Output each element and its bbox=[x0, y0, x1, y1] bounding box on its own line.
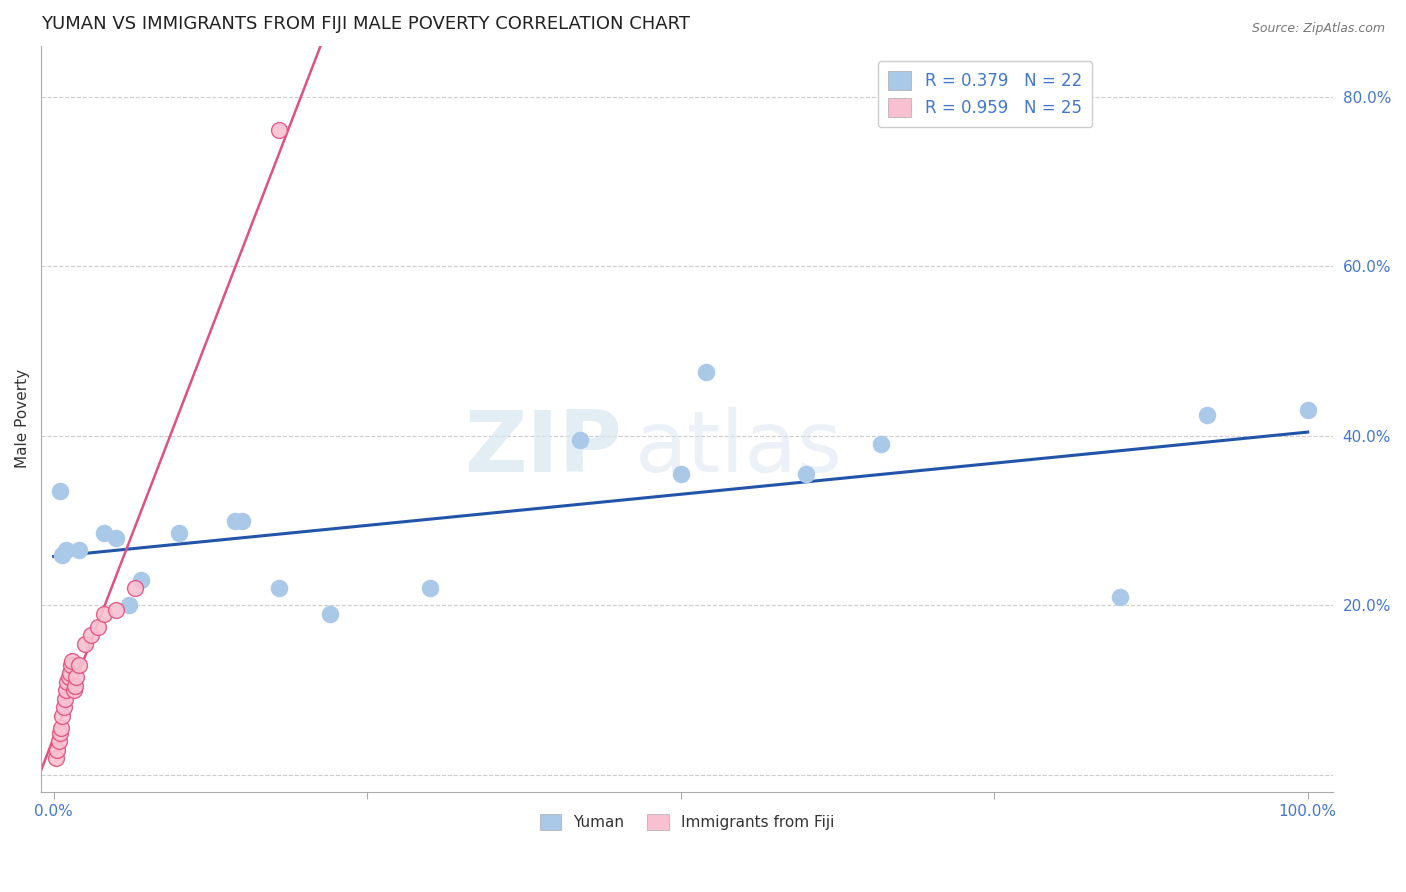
Point bbox=[1296, 403, 1319, 417]
Point bbox=[52, 700, 75, 714]
Point bbox=[60, 657, 83, 672]
Point bbox=[48, 734, 70, 748]
Point bbox=[419, 582, 441, 596]
Point bbox=[569, 433, 592, 447]
Point bbox=[55, 683, 77, 698]
Point bbox=[63, 679, 86, 693]
Point bbox=[49, 483, 72, 498]
Text: atlas: atlas bbox=[636, 407, 844, 491]
Point bbox=[131, 573, 153, 587]
Point bbox=[53, 691, 76, 706]
Point bbox=[86, 619, 108, 633]
Point bbox=[62, 653, 84, 667]
Point bbox=[124, 582, 146, 596]
Point bbox=[669, 467, 692, 481]
Point bbox=[56, 674, 79, 689]
Point bbox=[51, 708, 73, 723]
Point bbox=[73, 636, 96, 650]
Point bbox=[46, 742, 69, 756]
Point bbox=[93, 607, 115, 621]
Point bbox=[51, 722, 73, 736]
Point bbox=[231, 514, 253, 528]
Point bbox=[1197, 408, 1219, 422]
Point bbox=[118, 599, 141, 613]
Y-axis label: Male Poverty: Male Poverty bbox=[15, 369, 30, 468]
Point bbox=[80, 628, 103, 642]
Point bbox=[224, 514, 246, 528]
Point bbox=[167, 526, 190, 541]
Point bbox=[870, 437, 893, 451]
Point bbox=[45, 751, 67, 765]
Point bbox=[62, 683, 84, 698]
Text: ZIP: ZIP bbox=[464, 407, 623, 491]
Point bbox=[105, 531, 128, 545]
Point bbox=[794, 467, 817, 481]
Point bbox=[51, 548, 73, 562]
Point bbox=[58, 670, 80, 684]
Point bbox=[59, 666, 82, 681]
Point bbox=[269, 582, 291, 596]
Point bbox=[65, 670, 87, 684]
Point bbox=[67, 543, 90, 558]
Point bbox=[1108, 590, 1130, 604]
Point bbox=[93, 526, 115, 541]
Text: Source: ZipAtlas.com: Source: ZipAtlas.com bbox=[1251, 22, 1385, 36]
Point bbox=[695, 365, 717, 379]
Point bbox=[55, 543, 77, 558]
Point bbox=[49, 725, 72, 739]
Legend: Yuman, Immigrants from Fiji: Yuman, Immigrants from Fiji bbox=[533, 807, 841, 837]
Text: YUMAN VS IMMIGRANTS FROM FIJI MALE POVERTY CORRELATION CHART: YUMAN VS IMMIGRANTS FROM FIJI MALE POVER… bbox=[41, 15, 690, 33]
Point bbox=[67, 657, 90, 672]
Point bbox=[269, 123, 291, 137]
Point bbox=[318, 607, 340, 621]
Point bbox=[105, 602, 128, 616]
